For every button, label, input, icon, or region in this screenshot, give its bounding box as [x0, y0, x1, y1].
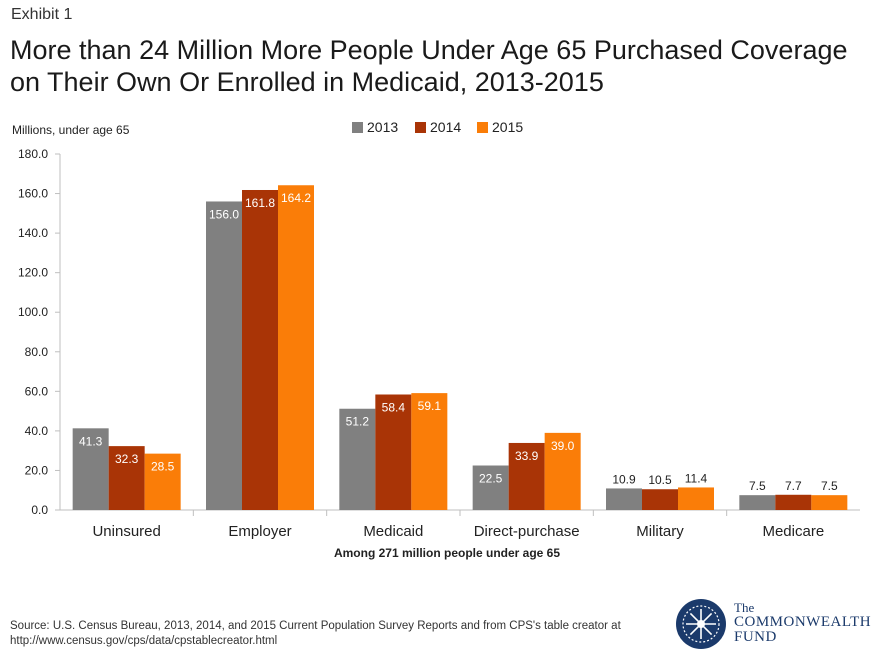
data-label: 28.5 [151, 460, 175, 474]
y-tick-label: 100.0 [18, 305, 48, 319]
data-label: 22.5 [479, 472, 503, 486]
exhibit-label: Exhibit 1 [11, 6, 73, 23]
legend-label-2013: 2013 [367, 119, 398, 135]
logo-text-line3: FUND [734, 629, 777, 645]
legend-label-2015: 2015 [492, 119, 523, 135]
bar-medicare-2014 [775, 494, 812, 510]
data-label: 10.9 [612, 472, 636, 486]
data-label: 10.5 [648, 473, 672, 487]
bar-chart: Millions, under age 65 2013 2014 2015 0.0 20.… [12, 119, 860, 560]
y-axis-title: Millions, under age 65 [12, 123, 130, 137]
bar-uninsured-2015 [144, 453, 181, 510]
x-tick-label: Medicaid [363, 523, 423, 540]
bar-direct-purchase-2013 [472, 465, 509, 510]
bar-direct-purchase-2014 [508, 442, 545, 510]
data-label: 7.5 [749, 479, 766, 493]
x-tick-label: Employer [228, 523, 291, 540]
x-tick-label: Uninsured [92, 523, 160, 540]
logo-text-line2: COMMONWEALTH [734, 614, 872, 630]
data-label: 7.5 [821, 479, 838, 493]
legend-swatch-2015 [477, 122, 488, 133]
data-label: 33.9 [515, 449, 539, 463]
y-tick-label: 120.0 [18, 266, 48, 280]
y-tick-label: 180.0 [18, 147, 48, 161]
y-tick-label: 60.0 [25, 384, 49, 398]
bar-medicaid-2014 [375, 394, 412, 510]
data-label: 11.4 [685, 471, 708, 485]
bar-medicare-2013 [739, 495, 776, 510]
y-tick-label: 20.0 [25, 463, 49, 477]
y-tick-label: 0.0 [31, 503, 48, 517]
legend-swatch-2014 [415, 122, 426, 133]
source-note: Source: U.S. Census Bureau, 2013, 2014, … [10, 620, 621, 647]
logo-text-line1: The [734, 600, 755, 615]
bar-employer-2013 [206, 201, 242, 510]
bar-medicaid-2013 [339, 408, 376, 510]
bar-military-2014 [642, 489, 678, 510]
data-label: 164.2 [281, 191, 311, 205]
data-label: 58.4 [382, 400, 406, 414]
data-label: 39.0 [551, 439, 575, 453]
chart-area: Millions, under age 65 2013 2014 2015 0.0 20.… [0, 110, 872, 575]
commonwealth-fund-logo: The COMMONWEALTH FUND [672, 597, 871, 651]
chart-title: More than 24 Million More People Under A… [10, 35, 848, 97]
bar-uninsured-2013 [72, 428, 109, 510]
bar-medicaid-2015 [411, 393, 448, 510]
legend-swatch-2013 [352, 122, 363, 133]
logo-emblem-icon [676, 599, 726, 649]
y-tick-label: 40.0 [25, 424, 49, 438]
data-label: 161.8 [245, 196, 275, 210]
bar-employer-2015 [278, 185, 314, 510]
data-label: 41.3 [79, 434, 103, 448]
x-tick-label: Military [636, 523, 684, 540]
legend-label-2014: 2014 [430, 119, 461, 135]
bar-military-2015 [678, 487, 714, 510]
data-label: 51.2 [346, 415, 370, 429]
y-tick-label: 160.0 [18, 187, 48, 201]
bar-military-2013 [606, 488, 642, 510]
x-tick-label: Medicare [762, 523, 824, 540]
data-label: 156.0 [209, 207, 239, 221]
y-tick-label: 80.0 [25, 345, 49, 359]
data-label: 32.3 [115, 452, 139, 466]
bar-uninsured-2014 [108, 446, 145, 510]
data-label: 59.1 [418, 399, 442, 413]
x-tick-label: Direct-purchase [474, 523, 580, 540]
bar-direct-purchase-2015 [544, 432, 581, 510]
y-tick-label: 140.0 [18, 226, 48, 240]
bar-medicare-2015 [811, 495, 848, 510]
bar-employer-2014 [242, 189, 278, 510]
data-label: 7.7 [785, 479, 802, 493]
x-axis-title: Among 271 million people under age 65 [334, 546, 560, 560]
